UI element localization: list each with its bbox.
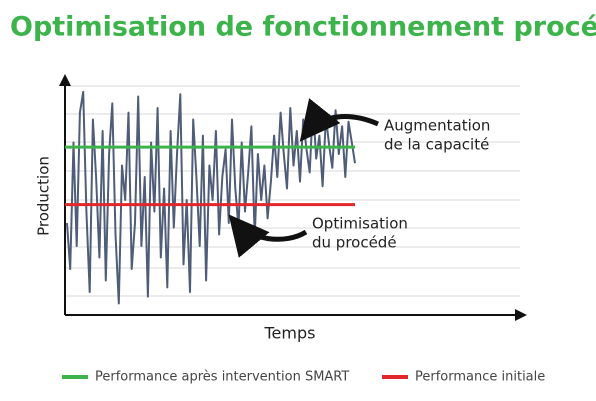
annotation-arrow — [228, 214, 308, 258]
annotation: du procédé — [312, 234, 397, 252]
legend-label: Performance après intervention SMART — [95, 370, 349, 385]
annotation: de la capacité — [384, 136, 489, 154]
x-axis-label: Temps — [264, 324, 316, 343]
chart-title: Optimisation de fonctionnement procédé — [10, 12, 596, 43]
annotation-arrow — [299, 98, 379, 142]
annotation: Optimisation — [312, 215, 408, 233]
annotation: Augmentation — [384, 117, 490, 135]
data-line — [66, 90, 356, 305]
legend: Performance après intervention SMART Perf… — [62, 370, 545, 385]
plot — [65, 90, 356, 305]
legend-label: Performance initiale — [415, 370, 545, 385]
y-axis-label: Production — [35, 156, 53, 236]
